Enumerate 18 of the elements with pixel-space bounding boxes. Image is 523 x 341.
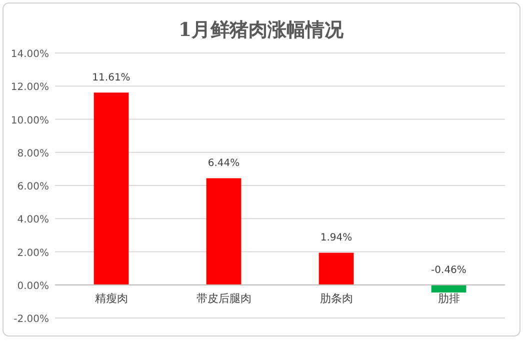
title: 1月鲜猪肉涨幅情况 — [178, 19, 344, 41]
ytick: 10.00% — [10, 115, 49, 126]
ytick: -2.00% — [14, 314, 49, 325]
ytick: 0.00% — [17, 280, 49, 292]
ytick: 6.00% — [17, 182, 49, 192]
data-label: -0.46% — [431, 264, 466, 276]
ytick: 8.00% — [17, 148, 49, 160]
xtick: 肋排 — [438, 292, 460, 305]
data-label: 6.44% — [208, 158, 240, 170]
data-label: 11.61% — [92, 72, 130, 84]
xtick: 带皮后腿肉 — [196, 292, 252, 305]
data-label: 1.94% — [320, 232, 352, 244]
xtick: 肋条肉 — [320, 292, 353, 305]
ytick: 12.00% — [10, 82, 49, 94]
xtick: 精瘦肉 — [94, 292, 128, 305]
ytick: 14.00% — [10, 49, 49, 60]
ytick: 4.00% — [17, 214, 49, 226]
ytick: 2.00% — [17, 248, 49, 259]
